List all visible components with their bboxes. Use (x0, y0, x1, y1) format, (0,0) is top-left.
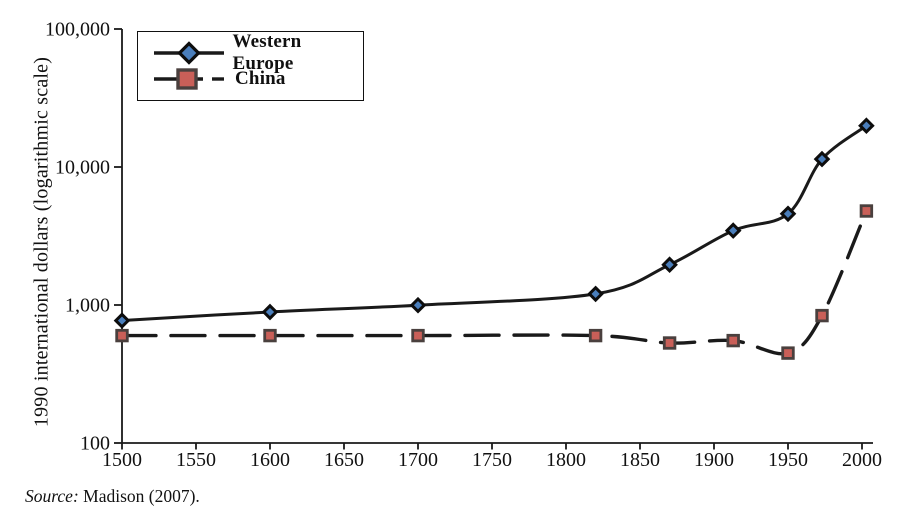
x-tick-label: 1850 (620, 449, 660, 471)
y-tick-label: 100,000 (45, 19, 110, 41)
y-axis-title: 1990 international dollars (logarithmic … (30, 56, 53, 428)
x-tick-label: 1650 (324, 449, 364, 471)
data-point-china (781, 346, 795, 360)
data-point-western-europe (261, 303, 279, 321)
legend-item-china: China (151, 66, 363, 92)
legend-label: China (235, 68, 286, 89)
y-tick-label: 1,000 (65, 295, 110, 317)
x-tick-label: 2000 (842, 449, 882, 471)
data-point-western-europe (858, 117, 875, 135)
x-tick-label: 1750 (472, 449, 512, 471)
x-tick-label: 1600 (250, 449, 290, 471)
source-prefix: Source: (25, 486, 79, 506)
square-marker-icon (154, 68, 224, 90)
x-tick-label: 1550 (176, 449, 216, 471)
legend-item-western-europe: Western Europe (151, 31, 363, 74)
data-point-china (726, 333, 740, 348)
x-tick-label: 1950 (768, 449, 808, 471)
y-tick-label: 10,000 (55, 157, 110, 179)
legend-box: Western Europe China (137, 31, 364, 101)
source-note: Source: Madison (2007). (25, 486, 200, 507)
data-point-western-europe (113, 312, 131, 329)
data-point-china (859, 204, 874, 218)
data-point-china (815, 308, 829, 323)
x-tick-label: 1500 (102, 449, 142, 471)
data-point-western-europe (724, 222, 742, 239)
series-line-western-europe (120, 124, 868, 323)
diamond-marker-icon (154, 41, 224, 65)
data-point-china (411, 328, 425, 343)
series-line-china (120, 209, 869, 356)
data-point-western-europe (779, 205, 797, 223)
x-tick-label: 1700 (398, 449, 438, 471)
data-point-china (263, 328, 277, 343)
data-point-china (662, 336, 677, 350)
data-point-western-europe (661, 256, 678, 274)
data-point-china (115, 328, 129, 343)
x-tick-label: 1900 (694, 449, 734, 471)
x-tick-label: 1800 (546, 449, 586, 471)
legend-label: Western Europe (232, 31, 302, 74)
data-point-western-europe (587, 285, 604, 303)
data-point-china (588, 328, 603, 343)
y-tick-label: 100 (80, 433, 110, 455)
source-text: Madison (2007). (83, 486, 200, 506)
data-point-western-europe (813, 150, 831, 168)
data-point-western-europe (409, 296, 427, 314)
